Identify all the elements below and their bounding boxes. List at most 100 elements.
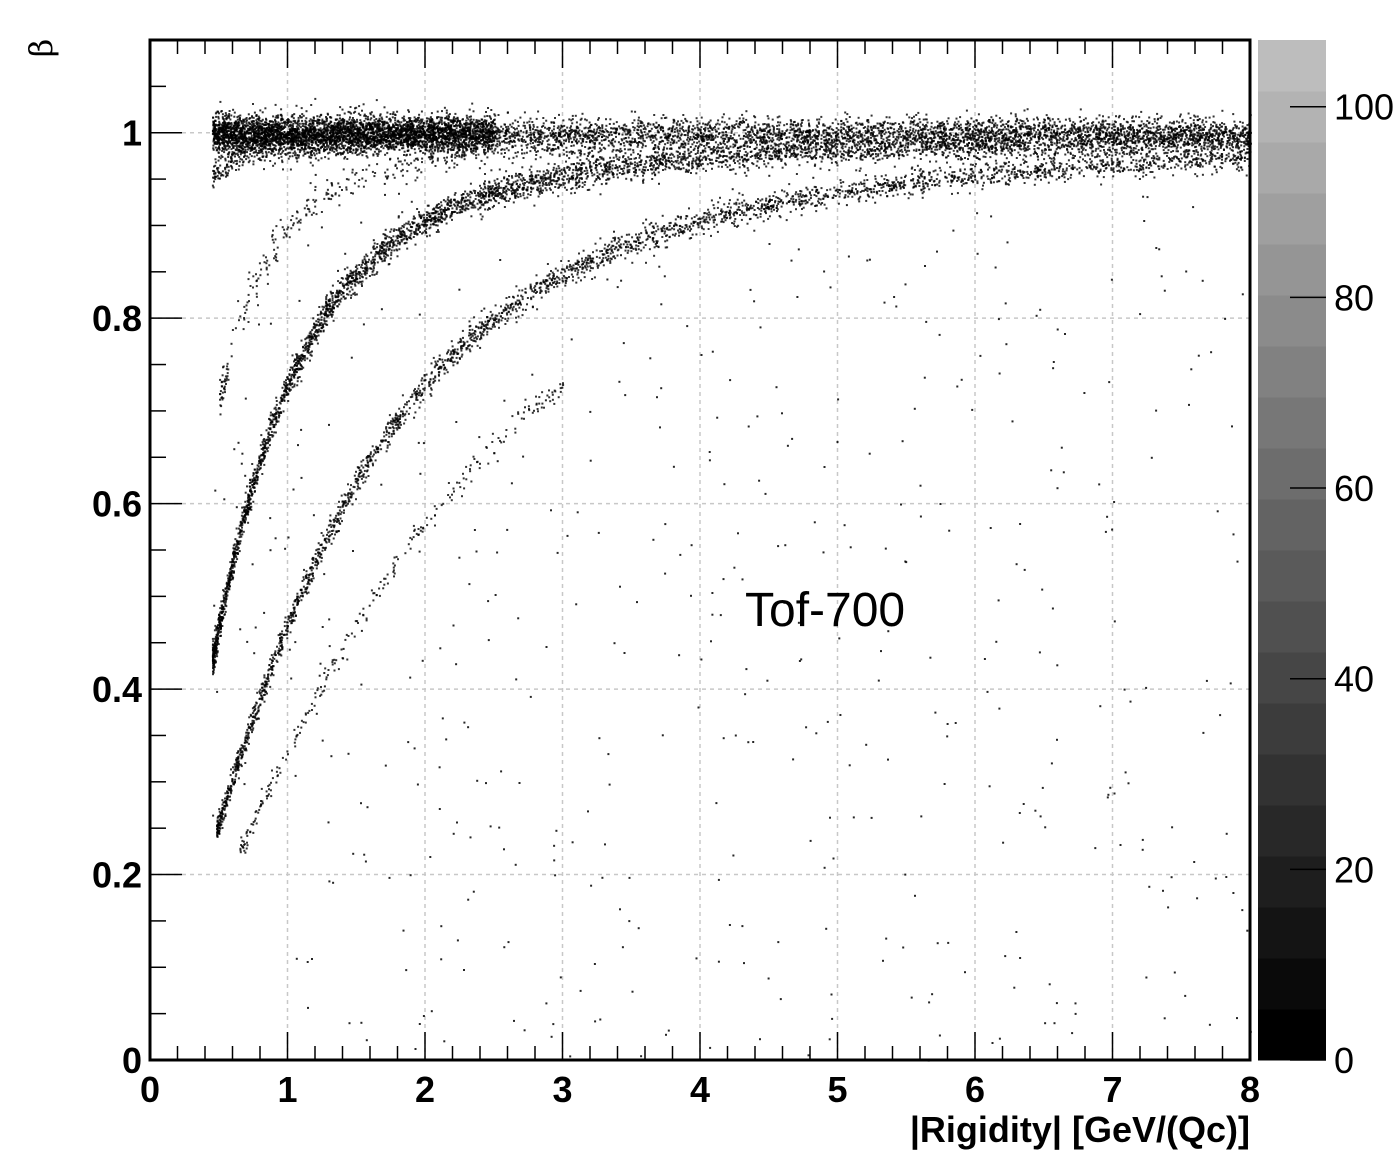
data-point — [283, 131, 286, 133]
data-point — [274, 162, 276, 165]
data-point — [615, 155, 618, 158]
data-point — [244, 136, 247, 139]
data-point — [274, 144, 277, 147]
data-point — [304, 126, 307, 129]
data-point — [318, 123, 321, 126]
data-point — [284, 126, 287, 128]
data-point — [371, 122, 374, 125]
data-point — [915, 114, 918, 116]
data-point — [353, 144, 356, 147]
data-point — [473, 139, 476, 142]
data-point — [274, 120, 277, 123]
data-point — [304, 122, 307, 125]
data-point — [376, 141, 379, 144]
data-point — [305, 136, 308, 139]
data-point — [404, 123, 407, 125]
data-point — [654, 144, 657, 147]
data-point — [523, 121, 526, 124]
data-point — [649, 138, 652, 141]
data-point — [321, 122, 324, 125]
data-point — [382, 124, 385, 127]
data-point — [451, 149, 454, 151]
data-point — [370, 117, 373, 120]
data-point — [215, 129, 218, 132]
data-point — [437, 116, 440, 118]
data-point — [296, 139, 299, 142]
data-point — [227, 129, 230, 132]
data-point — [345, 148, 348, 151]
data-point — [681, 125, 684, 128]
data-point — [1082, 136, 1085, 138]
data-point — [454, 129, 457, 132]
data-point — [292, 152, 295, 155]
data-point — [934, 130, 937, 133]
data-point — [478, 120, 481, 123]
data-point — [291, 115, 294, 118]
data-point — [223, 120, 226, 123]
data-point — [237, 115, 240, 118]
data-point — [305, 121, 308, 124]
data-point — [230, 123, 233, 126]
data-point — [560, 136, 563, 138]
data-point — [462, 145, 465, 148]
data-point — [367, 146, 370, 149]
data-point — [266, 148, 269, 151]
data-point — [287, 142, 290, 145]
data-point — [317, 121, 320, 124]
data-point — [257, 125, 259, 127]
data-point — [475, 126, 478, 129]
data-point — [245, 120, 248, 123]
data-point — [646, 133, 649, 136]
data-point — [370, 111, 373, 114]
data-point — [447, 122, 450, 124]
data-point — [292, 122, 295, 125]
data-point — [263, 123, 266, 126]
data-point — [449, 120, 452, 123]
data-point — [239, 119, 241, 122]
data-point — [231, 131, 234, 133]
data-point — [325, 119, 328, 122]
data-point — [341, 108, 344, 111]
data-point — [415, 136, 418, 139]
data-point — [597, 118, 600, 121]
data-point — [1068, 117, 1071, 120]
data-point — [303, 131, 306, 134]
data-point — [404, 124, 407, 127]
data-point — [468, 133, 471, 136]
data-point — [366, 156, 369, 159]
data-point — [456, 120, 459, 123]
data-point — [441, 116, 444, 119]
data-point — [387, 128, 390, 131]
data-point — [326, 112, 329, 115]
data-point — [238, 160, 241, 163]
data-point — [1044, 119, 1046, 122]
data-point — [218, 143, 221, 145]
data-point — [266, 126, 268, 129]
data-point — [338, 128, 341, 131]
data-point — [357, 136, 360, 139]
data-point — [425, 122, 428, 125]
data-point — [305, 110, 308, 113]
data-point — [226, 125, 229, 128]
data-point — [1160, 115, 1163, 118]
data-point — [351, 144, 354, 147]
data-point — [227, 147, 230, 150]
data-point — [274, 116, 277, 119]
data-point — [470, 115, 472, 118]
data-point — [339, 126, 342, 128]
data-point — [483, 143, 486, 146]
data-point — [394, 121, 397, 124]
data-point — [650, 127, 653, 130]
data-point — [872, 131, 875, 134]
data-point — [425, 117, 428, 120]
data-point — [371, 146, 374, 149]
data-point — [252, 124, 255, 127]
data-point — [441, 123, 443, 126]
data-point — [234, 130, 237, 133]
data-point — [280, 131, 283, 134]
data-point — [243, 131, 246, 134]
data-point — [219, 130, 222, 133]
data-point — [1010, 112, 1013, 115]
data-point — [239, 117, 241, 119]
data-point — [297, 148, 299, 151]
